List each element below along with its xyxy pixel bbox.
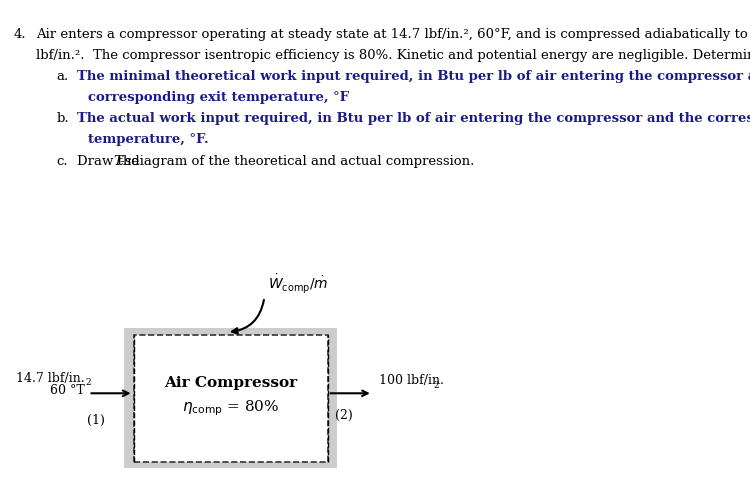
Text: c.: c.: [56, 154, 68, 167]
Text: lbf/in.².  The compressor isentropic efficiency is 80%. Kinetic and potential en: lbf/in.². The compressor isentropic effi…: [36, 49, 750, 62]
Text: The actual work input required, in Btu per lb of air entering the compressor and: The actual work input required, in Btu p…: [77, 112, 750, 125]
FancyArrowPatch shape: [232, 300, 264, 334]
Text: 100 lbf/in.: 100 lbf/in.: [379, 374, 443, 387]
Text: 60 °T: 60 °T: [50, 384, 85, 397]
Text: b.: b.: [56, 112, 69, 125]
Text: 2: 2: [86, 378, 92, 387]
Text: 2: 2: [433, 381, 439, 390]
Text: diagram of the theoretical and actual compression.: diagram of the theoretical and actual co…: [128, 154, 475, 167]
Text: (1): (1): [87, 414, 105, 427]
Text: (2): (2): [335, 409, 353, 422]
Text: a.: a.: [56, 70, 68, 83]
Text: 14.7 lbf/in.: 14.7 lbf/in.: [16, 372, 85, 385]
Text: Air enters a compressor operating at steady state at 14.7 lbf/in.², 60°F, and is: Air enters a compressor operating at ste…: [36, 28, 750, 41]
Text: temperature, °F.: temperature, °F.: [88, 133, 209, 146]
Text: Draw the: Draw the: [77, 154, 144, 167]
Text: Air Compressor: Air Compressor: [164, 376, 297, 390]
Text: The minimal theoretical work input required, in Btu per lb of air entering the c: The minimal theoretical work input requi…: [77, 70, 750, 83]
Text: T-s: T-s: [114, 154, 132, 167]
Text: $\eta_{\mathrm{comp}}$ = 80%: $\eta_{\mathrm{comp}}$ = 80%: [182, 398, 279, 418]
Bar: [134, 335, 328, 462]
Text: $\dot{W}_{\mathrm{comp}}/\dot{m}$: $\dot{W}_{\mathrm{comp}}/\dot{m}$: [268, 272, 328, 295]
Bar: [124, 328, 338, 468]
Text: 4.: 4.: [13, 28, 26, 41]
Text: corresponding exit temperature, °F: corresponding exit temperature, °F: [88, 91, 349, 104]
